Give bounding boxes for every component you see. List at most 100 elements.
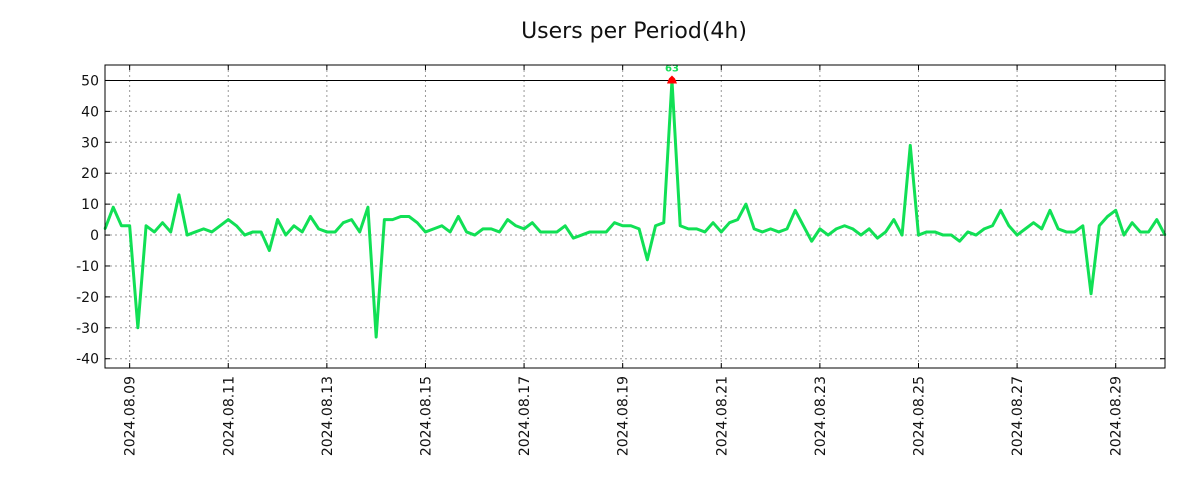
- data-point: [933, 230, 937, 234]
- data-point: [892, 218, 896, 221]
- data-point: [1139, 230, 1142, 234]
- data-point: [1073, 230, 1076, 234]
- data-point: [983, 227, 986, 231]
- data-point: [761, 230, 764, 234]
- x-tick-label: 2024.08.23: [813, 376, 829, 456]
- data-point: [596, 230, 600, 234]
- x-tick-label: 2024.08.13: [320, 376, 336, 456]
- data-point: [391, 218, 394, 221]
- data-point: [202, 227, 205, 231]
- x-tick-label: 2024.08.17: [517, 376, 533, 456]
- data-point: [1048, 209, 1052, 212]
- data-point: [917, 233, 920, 237]
- data-point: [1065, 230, 1068, 234]
- data-point: [169, 230, 172, 234]
- y-tick-label: 50: [81, 73, 99, 89]
- data-point: [218, 224, 222, 227]
- data-point: [720, 230, 723, 234]
- data-point: [374, 335, 378, 339]
- data-point: [991, 224, 994, 227]
- data-point: [276, 218, 279, 221]
- data-point: [481, 227, 485, 231]
- data-point: [851, 227, 854, 231]
- data-point: [490, 227, 493, 231]
- y-tick-label: 20: [81, 166, 99, 182]
- data-point: [448, 230, 452, 234]
- data-point: [185, 233, 189, 237]
- data-point: [1130, 221, 1134, 224]
- data-point: [1155, 218, 1158, 221]
- data-point: [654, 224, 657, 227]
- y-tick-label: 30: [81, 135, 99, 151]
- data-point: [268, 249, 271, 252]
- data-point: [432, 227, 435, 231]
- data-point: [531, 221, 534, 224]
- data-point: [876, 236, 879, 240]
- data-point: [925, 230, 928, 234]
- axis-ticks: 50 40 30 20 10 0 -10 -20 -30 -40 2024.08.09 2024.08…: [76, 65, 1165, 456]
- data-point: [325, 230, 329, 234]
- data-point: [884, 230, 887, 234]
- data-point: [465, 230, 468, 234]
- data-point: [309, 215, 312, 218]
- data-point: [547, 230, 550, 234]
- data-point: [909, 144, 912, 147]
- data-point: [703, 230, 707, 234]
- data-point: [588, 230, 592, 234]
- data-point: [177, 193, 181, 197]
- y-tick-label: -40: [76, 352, 99, 368]
- data-point: [1081, 224, 1085, 227]
- data-point: [867, 227, 871, 231]
- data-point: [629, 224, 633, 227]
- data-point: [424, 230, 427, 234]
- grid: [105, 65, 1165, 368]
- data-point: [580, 233, 583, 237]
- peak-marker: [666, 75, 677, 84]
- data-point: [317, 227, 320, 231]
- data-point: [711, 221, 715, 224]
- data-point: [563, 224, 567, 227]
- data-point: [128, 224, 131, 227]
- data-point: [818, 227, 822, 231]
- data-point: [941, 233, 945, 237]
- data-point: [1122, 233, 1126, 237]
- data-point: [974, 233, 978, 237]
- y-tick-label: -10: [76, 259, 99, 275]
- data-point: [457, 215, 460, 218]
- series-line: [103, 78, 1167, 339]
- y-tick-label: 0: [90, 228, 99, 244]
- data-point: [514, 224, 518, 227]
- data-point: [1015, 233, 1019, 237]
- data-point: [292, 224, 296, 227]
- data-point: [235, 224, 238, 227]
- x-tick-label: 2024.08.21: [714, 376, 730, 456]
- data-point: [1032, 221, 1035, 224]
- data-point: [826, 233, 830, 237]
- x-tick-label: 2024.08.25: [911, 376, 927, 456]
- data-point: [153, 230, 156, 234]
- data-point: [416, 221, 419, 224]
- data-point: [1024, 227, 1027, 231]
- data-point: [1007, 224, 1011, 227]
- data-point: [843, 224, 846, 227]
- data-point: [950, 233, 953, 237]
- x-tick-label: 2024.08.09: [123, 376, 139, 456]
- data-point: [859, 233, 863, 237]
- data-point: [621, 224, 624, 227]
- data-point: [539, 230, 542, 234]
- x-tick-label: 2024.08.11: [221, 376, 237, 456]
- data-point: [194, 230, 197, 234]
- data-point: [350, 218, 353, 221]
- chart-title: Users per Period(4h): [521, 19, 747, 44]
- data-point: [613, 221, 616, 224]
- data-point: [777, 230, 780, 234]
- x-tick-label: 2024.08.15: [418, 376, 434, 456]
- data-point: [506, 218, 509, 221]
- data-point: [900, 233, 904, 237]
- data-point: [1147, 230, 1150, 234]
- data-point: [958, 240, 961, 243]
- data-point: [695, 227, 698, 231]
- x-tick-label: 2024.08.19: [616, 376, 632, 456]
- data-point: [251, 230, 255, 234]
